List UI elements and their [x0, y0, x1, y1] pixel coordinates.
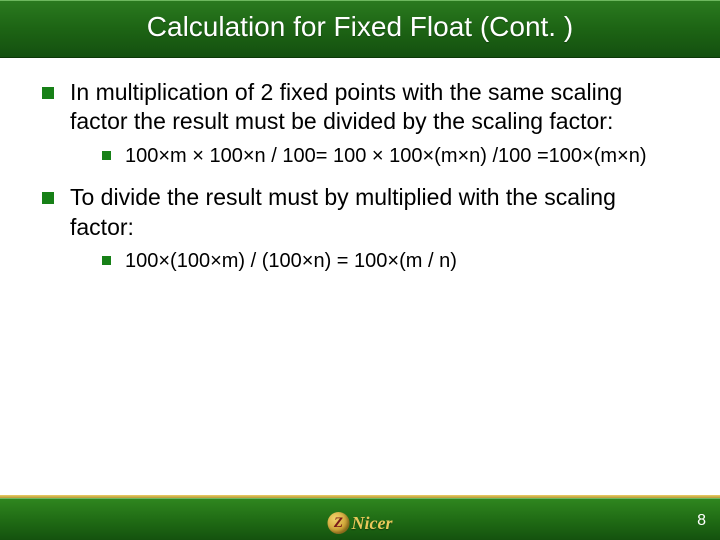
- title-bar: Calculation for Fixed Float (Cont. ): [0, 0, 720, 58]
- footer-bar: Z Nicer 8: [0, 498, 720, 540]
- slide-title: Calculation for Fixed Float (Cont. ): [0, 11, 720, 43]
- square-bullet-icon: [42, 192, 54, 204]
- bullet-item: In multiplication of 2 fixed points with…: [42, 78, 678, 137]
- sub-bullet-item: 100×(100×m) / (100×n) = 100×(m / n): [102, 248, 678, 274]
- logo-initial: Z: [334, 515, 343, 532]
- square-bullet-icon: [102, 151, 111, 160]
- slide-content: In multiplication of 2 fixed points with…: [0, 58, 720, 540]
- sub-bullet-text: 100×m × 100×n / 100= 100 × 100×(m×n) /10…: [125, 143, 647, 169]
- page-number: 8: [697, 512, 706, 530]
- sub-bullet-text: 100×(100×m) / (100×n) = 100×(m / n): [125, 248, 457, 274]
- sub-bullet-list: 100×(100×m) / (100×n) = 100×(m / n): [102, 248, 678, 274]
- logo-badge-icon: Z: [328, 512, 350, 534]
- square-bullet-icon: [42, 87, 54, 99]
- bullet-item: To divide the result must by multiplied …: [42, 183, 678, 242]
- bullet-text: In multiplication of 2 fixed points with…: [70, 78, 678, 137]
- square-bullet-icon: [102, 256, 111, 265]
- sub-bullet-list: 100×m × 100×n / 100= 100 × 100×(m×n) /10…: [102, 143, 678, 169]
- slide-root: Calculation for Fixed Float (Cont. ) In …: [0, 0, 720, 540]
- brand-logo: Z Nicer: [328, 512, 393, 534]
- logo-word: Nicer: [352, 513, 393, 534]
- sub-bullet-item: 100×m × 100×n / 100= 100 × 100×(m×n) /10…: [102, 143, 678, 169]
- bullet-text: To divide the result must by multiplied …: [70, 183, 678, 242]
